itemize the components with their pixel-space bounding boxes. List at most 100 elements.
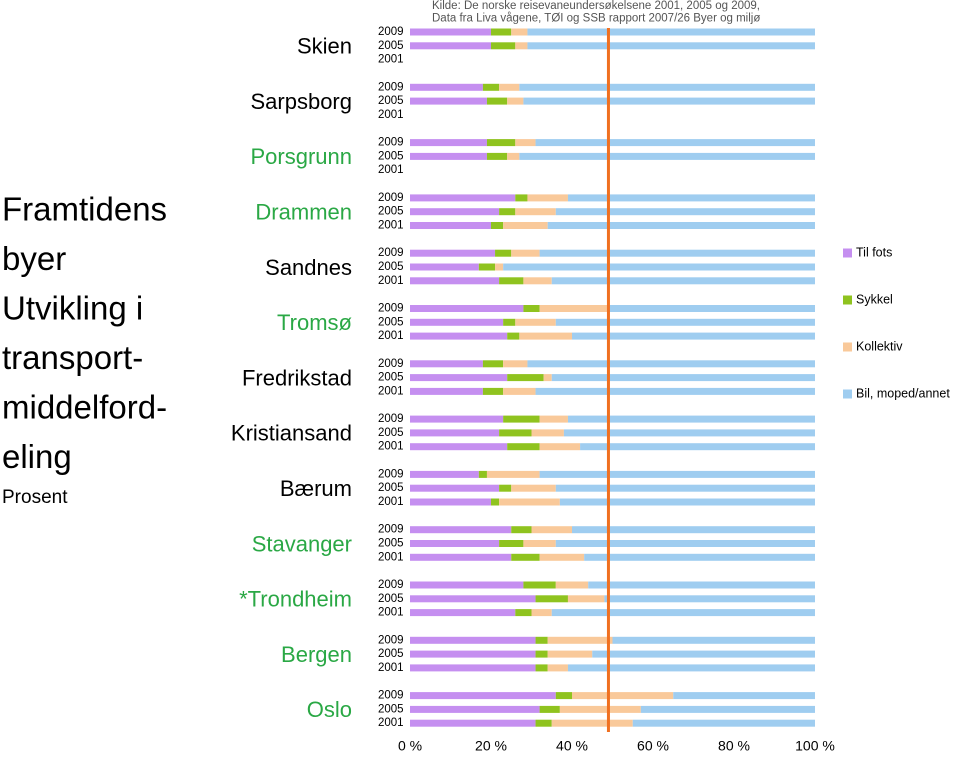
- bar-segment: [604, 595, 815, 603]
- bar-segment: [410, 443, 508, 451]
- bar-segment: [547, 222, 815, 229]
- bar-segment: [507, 374, 544, 382]
- year-label: 2005: [378, 648, 404, 660]
- year-label: 2001: [378, 551, 404, 563]
- bar-segment: [523, 97, 815, 105]
- bar-segment: [551, 719, 633, 727]
- bar-segment: [495, 263, 504, 271]
- year-label: 2001: [378, 330, 404, 342]
- bar-segment: [410, 415, 504, 423]
- bar-segment: [515, 609, 532, 617]
- x-tick-label: 20 %: [475, 738, 507, 754]
- legend-swatch: [843, 248, 852, 258]
- bar-segment: [567, 664, 815, 672]
- bar-segment: [410, 650, 536, 658]
- bar-segment: [531, 609, 552, 617]
- bar-segment: [410, 208, 500, 216]
- bar-segment: [555, 208, 815, 216]
- title-line: Utvikling i: [2, 290, 143, 327]
- x-tick-label: 60 %: [637, 738, 669, 754]
- source-line: Data fra Liva vågene, TØI og SSB rapport…: [432, 13, 760, 25]
- year-label: 2009: [378, 247, 404, 259]
- bar-segment: [499, 429, 532, 437]
- year-label: 2009: [378, 413, 404, 425]
- bar-segment: [551, 374, 815, 382]
- bar-segment: [410, 664, 536, 672]
- bar-segment: [632, 719, 815, 727]
- bar-segment: [559, 498, 815, 506]
- city-label: Kristiansand: [231, 421, 352, 446]
- year-label: 2005: [378, 593, 404, 605]
- bar-segment: [478, 263, 496, 271]
- title-line: transport-: [2, 339, 143, 376]
- bar-segment: [410, 222, 491, 229]
- city-label: Bærum: [280, 476, 352, 501]
- bar-segment: [410, 139, 487, 147]
- bar-segment: [410, 263, 479, 271]
- bar-segment: [410, 429, 500, 437]
- x-tick-label: 80 %: [718, 738, 750, 754]
- year-label: 2001: [378, 717, 404, 729]
- bar-segment: [410, 705, 540, 713]
- title-line: Framtidens: [2, 191, 167, 228]
- bar-segment: [410, 277, 500, 285]
- title-line: eling: [2, 438, 72, 475]
- bar-segment: [491, 498, 500, 506]
- bar-segment: [507, 152, 520, 160]
- bar-segment: [503, 318, 516, 326]
- bar-segment: [410, 470, 479, 478]
- city-label: Stavanger: [252, 531, 352, 556]
- bar-segment: [551, 609, 815, 617]
- year-label: 2001: [378, 109, 404, 121]
- bar-segment: [503, 415, 540, 423]
- legend-swatch: [843, 389, 852, 399]
- year-label: 2005: [378, 703, 404, 715]
- bar-segment: [567, 595, 605, 603]
- bar-segment: [531, 429, 564, 437]
- bar-segment: [523, 581, 556, 589]
- city-label: *Trondheim: [239, 587, 352, 612]
- bar-segment: [478, 470, 487, 478]
- year-label: 2005: [378, 372, 404, 384]
- year-label: 2001: [378, 607, 404, 619]
- bar-segment: [523, 540, 556, 547]
- bar-segment: [584, 553, 815, 561]
- bar-segment: [491, 28, 512, 36]
- bar-segment: [511, 484, 556, 492]
- year-label: 2009: [378, 81, 404, 93]
- bar-segment: [499, 498, 560, 506]
- bar-segment: [410, 374, 508, 382]
- year-label: 2005: [378, 206, 404, 218]
- subtitle: Prosent: [2, 487, 68, 508]
- bar-segment: [503, 263, 815, 271]
- bar-segment: [588, 581, 815, 589]
- year-label: 2005: [378, 427, 404, 439]
- bar-segment: [539, 705, 560, 713]
- year-label: 2009: [378, 358, 404, 370]
- bar-segment: [539, 249, 815, 257]
- bar-segment: [410, 719, 536, 727]
- bar-segment: [535, 664, 548, 672]
- bar-segment: [495, 249, 512, 257]
- bar-segment: [515, 139, 536, 147]
- bar-segment: [503, 222, 548, 229]
- bar-segment: [410, 42, 491, 50]
- bar-segment: [511, 553, 540, 561]
- bar-segment: [572, 332, 815, 340]
- bar-segment: [482, 387, 504, 395]
- bar-segment: [572, 692, 674, 700]
- year-label: 2001: [378, 496, 404, 508]
- bar-segment: [410, 305, 524, 312]
- bar-segment: [539, 470, 815, 478]
- bar-segment: [486, 152, 508, 160]
- bar-segment: [499, 540, 524, 547]
- bar-segment: [612, 636, 815, 644]
- bar-segment: [547, 650, 593, 658]
- legend-label: Til fots: [856, 245, 892, 259]
- year-label: 2009: [378, 192, 404, 204]
- bar-segment: [535, 387, 815, 395]
- bar-segment: [640, 705, 815, 713]
- bar-segment: [499, 484, 512, 492]
- city-label: Fredrikstad: [242, 365, 352, 390]
